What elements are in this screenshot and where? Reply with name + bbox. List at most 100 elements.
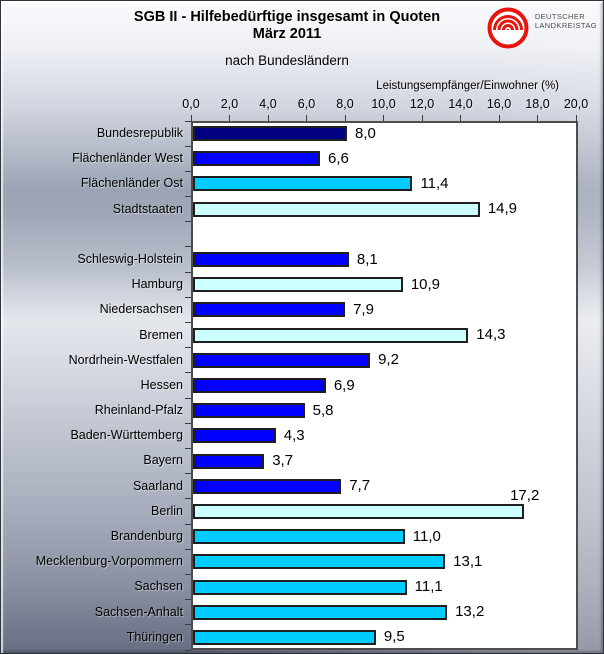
chart-subtitle: nach Bundesländern bbox=[225, 53, 349, 68]
bar bbox=[193, 302, 346, 318]
plot-area: 8,0 6,6 11,4 14,9 8,1 10,9 7,9 14,3 9,2 6,9 5,8 4,3… bbox=[191, 121, 578, 650]
bar-value-label: 11,4 bbox=[420, 174, 449, 192]
y-axis-tick bbox=[185, 246, 191, 248]
x-tick-label: 12,0 bbox=[409, 97, 435, 111]
y-axis-tick bbox=[185, 498, 191, 500]
y-axis-tick bbox=[185, 120, 191, 122]
category-label: Bremen bbox=[139, 327, 183, 342]
bar bbox=[193, 604, 448, 620]
x-axis-tick bbox=[306, 115, 307, 121]
title-line-1: SGB II - Hilfebedürftige insgesamt in Qu… bbox=[133, 9, 441, 25]
x-axis-tick bbox=[229, 115, 230, 121]
bar-value-label: 8,1 bbox=[356, 250, 378, 268]
bar-value-label: 13,2 bbox=[455, 603, 485, 621]
bar-value-label: 7,9 bbox=[353, 300, 374, 318]
category-label: Saarland bbox=[132, 478, 183, 493]
y-axis-tick bbox=[185, 322, 191, 324]
x-tick-label: 16,0 bbox=[486, 97, 512, 111]
page-title: SGB II - Hilfebedürftige insgesamt in Qu… bbox=[1, 9, 573, 43]
x-axis-tick bbox=[383, 115, 384, 121]
bar bbox=[193, 629, 376, 645]
x-axis-title: Leistungsempfänger/Einwohner (%) bbox=[376, 80, 559, 92]
bar-value-label: 13,1 bbox=[453, 552, 483, 570]
x-tick-label: 20,0 bbox=[563, 97, 589, 111]
landkreistag-arcs-icon bbox=[487, 7, 529, 49]
category-label: Flächenländer West bbox=[72, 151, 183, 166]
bar-value-label: 8,0 bbox=[355, 124, 376, 142]
bar-value-label: 11,0 bbox=[412, 527, 441, 545]
bar-value-label: 9,5 bbox=[383, 628, 405, 646]
x-tick-label: 8,0 bbox=[336, 97, 354, 111]
category-label: Nordrhein-Westfalen bbox=[68, 352, 183, 367]
category-label: Thüringen bbox=[126, 629, 183, 644]
bar-value-label: 11,1 bbox=[414, 578, 443, 596]
x-axis-tick bbox=[267, 115, 269, 121]
y-axis-tick bbox=[185, 473, 191, 475]
bar-value-label: 17,2 bbox=[510, 486, 540, 504]
x-tick-label: 10,0 bbox=[371, 97, 396, 111]
x-axis-tick bbox=[460, 115, 461, 121]
category-label: Stadtstaaten bbox=[112, 201, 183, 216]
bar-value-label: 6,6 bbox=[328, 149, 349, 167]
bar-value-label: 9,2 bbox=[378, 351, 399, 369]
y-axis-tick bbox=[185, 145, 191, 147]
bar bbox=[193, 151, 321, 167]
bar bbox=[193, 378, 326, 393]
bar bbox=[193, 579, 407, 595]
x-axis-tick bbox=[575, 115, 577, 121]
bar-value-label: 14,9 bbox=[487, 200, 518, 218]
bar bbox=[193, 327, 469, 343]
category-label: Brandenburg bbox=[110, 529, 183, 544]
bar bbox=[193, 478, 342, 494]
bar bbox=[193, 277, 403, 293]
bar bbox=[193, 403, 305, 419]
category-label: Rheinland-Pfalz bbox=[94, 403, 183, 418]
bar bbox=[193, 428, 276, 444]
y-axis-tick bbox=[185, 196, 191, 198]
y-axis-tick bbox=[185, 170, 191, 172]
y-axis-tick bbox=[185, 271, 191, 273]
logo-text-line-1: DEUTSCHER bbox=[534, 12, 586, 21]
bar bbox=[193, 529, 405, 545]
x-tick-label: 18,0 bbox=[525, 97, 550, 111]
logo-text-line-2: LANDKREISTAG bbox=[534, 21, 597, 30]
bar bbox=[193, 201, 480, 217]
y-axis-tick bbox=[185, 221, 191, 223]
landkreistag-logo: DEUTSCHER LANDKREISTAG bbox=[487, 7, 597, 49]
bar bbox=[193, 352, 371, 368]
y-axis-tick bbox=[185, 347, 191, 349]
y-axis-tick bbox=[185, 447, 191, 449]
category-label: Flächenländer Ost bbox=[80, 176, 183, 191]
y-axis-tick bbox=[185, 624, 191, 626]
bar bbox=[193, 503, 525, 519]
x-tick-label: 6,0 bbox=[297, 97, 316, 111]
x-tick-label: 0,0 bbox=[182, 97, 200, 111]
y-axis-tick bbox=[185, 397, 191, 399]
category-label: Hessen bbox=[140, 377, 183, 392]
category-label: Berlin bbox=[151, 503, 183, 518]
x-axis-tick bbox=[498, 115, 500, 121]
title-line-2: März 2011 bbox=[252, 26, 322, 42]
x-tick-label: 14,0 bbox=[448, 97, 473, 111]
x-axis-tick bbox=[421, 115, 423, 121]
y-axis-tick bbox=[185, 372, 191, 374]
y-axis-tick bbox=[185, 422, 191, 424]
bar-value-label: 10,9 bbox=[410, 275, 441, 293]
category-label: Niedersachsen bbox=[99, 302, 183, 317]
x-tick-label: 2,0 bbox=[220, 97, 239, 111]
y-axis-tick bbox=[185, 296, 191, 298]
category-label: Baden-Württemberg bbox=[70, 428, 183, 443]
bar-value-label: 14,3 bbox=[476, 326, 506, 344]
y-axis-tick bbox=[185, 548, 191, 550]
logo-text: DEUTSCHER LANDKREISTAG bbox=[535, 12, 597, 30]
y-axis-tick bbox=[185, 649, 191, 651]
bar-value-label: 3,7 bbox=[272, 452, 294, 470]
bar bbox=[193, 252, 349, 268]
bar-value-label: 6,9 bbox=[333, 376, 355, 394]
category-label: Schleswig-Holstein bbox=[77, 251, 183, 266]
category-label: Mecklenburg-Vorpommern bbox=[35, 554, 183, 569]
x-tick-label: 4,0 bbox=[259, 97, 277, 111]
category-label: Sachsen-Anhalt bbox=[94, 604, 183, 619]
y-axis-tick bbox=[185, 599, 191, 601]
